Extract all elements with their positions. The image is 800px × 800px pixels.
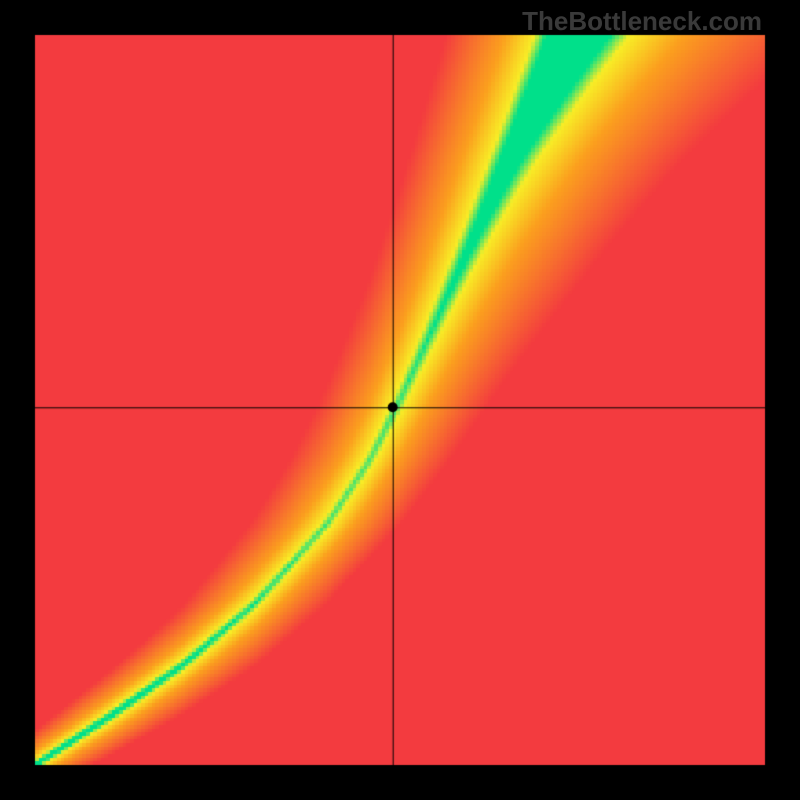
bottleneck-heatmap <box>0 0 800 800</box>
watermark-text: TheBottleneck.com <box>522 6 762 37</box>
